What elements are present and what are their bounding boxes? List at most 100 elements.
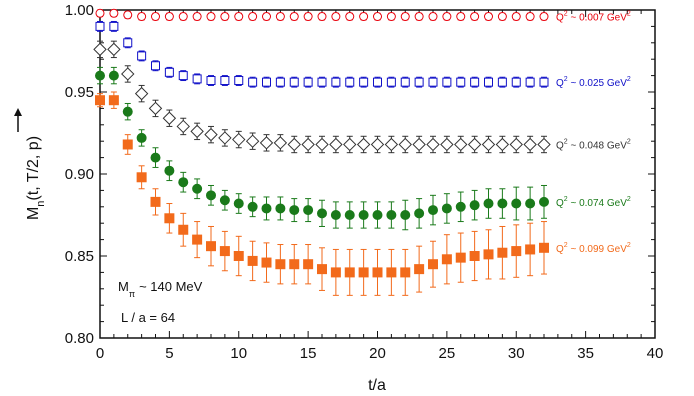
data-point: [164, 213, 175, 224]
data-point: [275, 203, 286, 214]
data-point: [330, 210, 341, 220]
y-tick-label: 0.85: [65, 248, 94, 265]
data-point: [148, 101, 163, 116]
data-point: [400, 267, 411, 278]
data-point: [247, 201, 258, 212]
data-point: [137, 51, 147, 61]
data-point: [330, 267, 341, 278]
data-point: [289, 12, 299, 22]
data-point: [206, 190, 216, 201]
data-point: [454, 137, 468, 152]
data-point: [178, 71, 188, 81]
annotation-box-size: L / a = 64: [121, 310, 175, 325]
data-point: [303, 205, 314, 216]
data-point: [315, 137, 329, 152]
axis-ticks: 0 5 10 15 20 25 30 35 40 0.80 0.85 0.90 0.95 1.00: [65, 2, 664, 362]
data-point: [372, 210, 383, 220]
data-point: [219, 195, 230, 206]
data-point: [275, 77, 285, 87]
data-point: [259, 136, 274, 150]
data-point: [509, 137, 523, 152]
data-point: [219, 246, 230, 257]
y-tick-label: 0.95: [65, 84, 94, 101]
x-tick-label: 40: [647, 345, 664, 362]
data-point: [289, 259, 300, 270]
series-labels: Q2 ~ 0.007 GeV2 Q2 ~ 0.025 GeV2 Q2 ~ 0.048…: [556, 11, 631, 255]
data-point: [234, 12, 244, 22]
data-point: [95, 8, 105, 18]
data-point: [484, 77, 493, 87]
x-tick-label: 0: [96, 345, 104, 362]
data-point: [134, 86, 149, 101]
data-point: [497, 12, 507, 22]
data-point: [93, 42, 107, 57]
data-point: [137, 12, 147, 22]
data-point: [162, 111, 177, 125]
data-point: [233, 198, 244, 209]
data-point: [359, 12, 369, 22]
data-point: [95, 70, 105, 81]
data-point: [511, 198, 522, 209]
y-axis-title-rest: (t, T/2, p): [25, 136, 42, 201]
data-point: [428, 205, 438, 216]
data-point: [176, 119, 190, 134]
x-axis-title: t/a: [368, 377, 386, 394]
data-point: [245, 134, 260, 148]
data-point: [359, 77, 369, 87]
x-tick-label: 25: [439, 345, 456, 362]
data-point: [317, 12, 327, 22]
data-point: [470, 12, 480, 22]
annotation-mpi: Mπ ~ 140 MeV: [118, 279, 203, 299]
y-axis-title: Mn(t, T/2, p): [14, 108, 47, 220]
series-label-1: Q2 ~ 0.025 GeV2: [556, 76, 631, 89]
data-point: [95, 95, 105, 106]
data-point: [373, 12, 382, 22]
data-point: [262, 12, 271, 22]
data-point: [412, 137, 426, 152]
data-point: [192, 234, 203, 245]
data-point: [301, 137, 315, 152]
data-point: [537, 137, 551, 152]
data-point: [122, 139, 133, 150]
data-point: [317, 77, 327, 87]
data-point: [356, 137, 371, 152]
y-axis-title-sub: n: [35, 201, 47, 207]
data-point: [136, 172, 147, 183]
data-point: [289, 205, 300, 216]
data-point: [123, 10, 133, 20]
data-point: [123, 38, 133, 48]
data-point: [456, 12, 466, 22]
data-point: [523, 137, 537, 152]
data-point: [469, 251, 480, 261]
data-point: [470, 77, 480, 87]
data-point: [136, 132, 147, 143]
x-tick-label: 10: [230, 345, 247, 362]
data-point: [456, 77, 466, 87]
data-point: [178, 177, 189, 188]
data-point: [539, 242, 549, 253]
data-point: [303, 259, 314, 270]
data-point: [178, 12, 188, 22]
data-point: [234, 76, 244, 86]
data-point: [343, 137, 357, 152]
series-label-0: Q2 ~ 0.007 GeV2: [556, 11, 631, 24]
data-point: [386, 77, 396, 87]
data-point: [204, 127, 218, 142]
y-tick-label: 0.90: [65, 166, 94, 183]
data-point: [497, 247, 508, 258]
data-point: [190, 124, 204, 139]
data-point: [220, 76, 230, 86]
data-point: [483, 198, 494, 209]
data-point: [442, 77, 452, 87]
data-point: [384, 137, 399, 152]
data-point: [469, 200, 480, 211]
data-point: [441, 203, 452, 214]
data-point: [511, 77, 521, 87]
data-point: [525, 77, 535, 87]
data-point: [511, 12, 521, 22]
data-point: [178, 224, 189, 235]
data-point: [386, 267, 397, 278]
data-point: [150, 152, 161, 163]
data-point: [511, 246, 522, 257]
